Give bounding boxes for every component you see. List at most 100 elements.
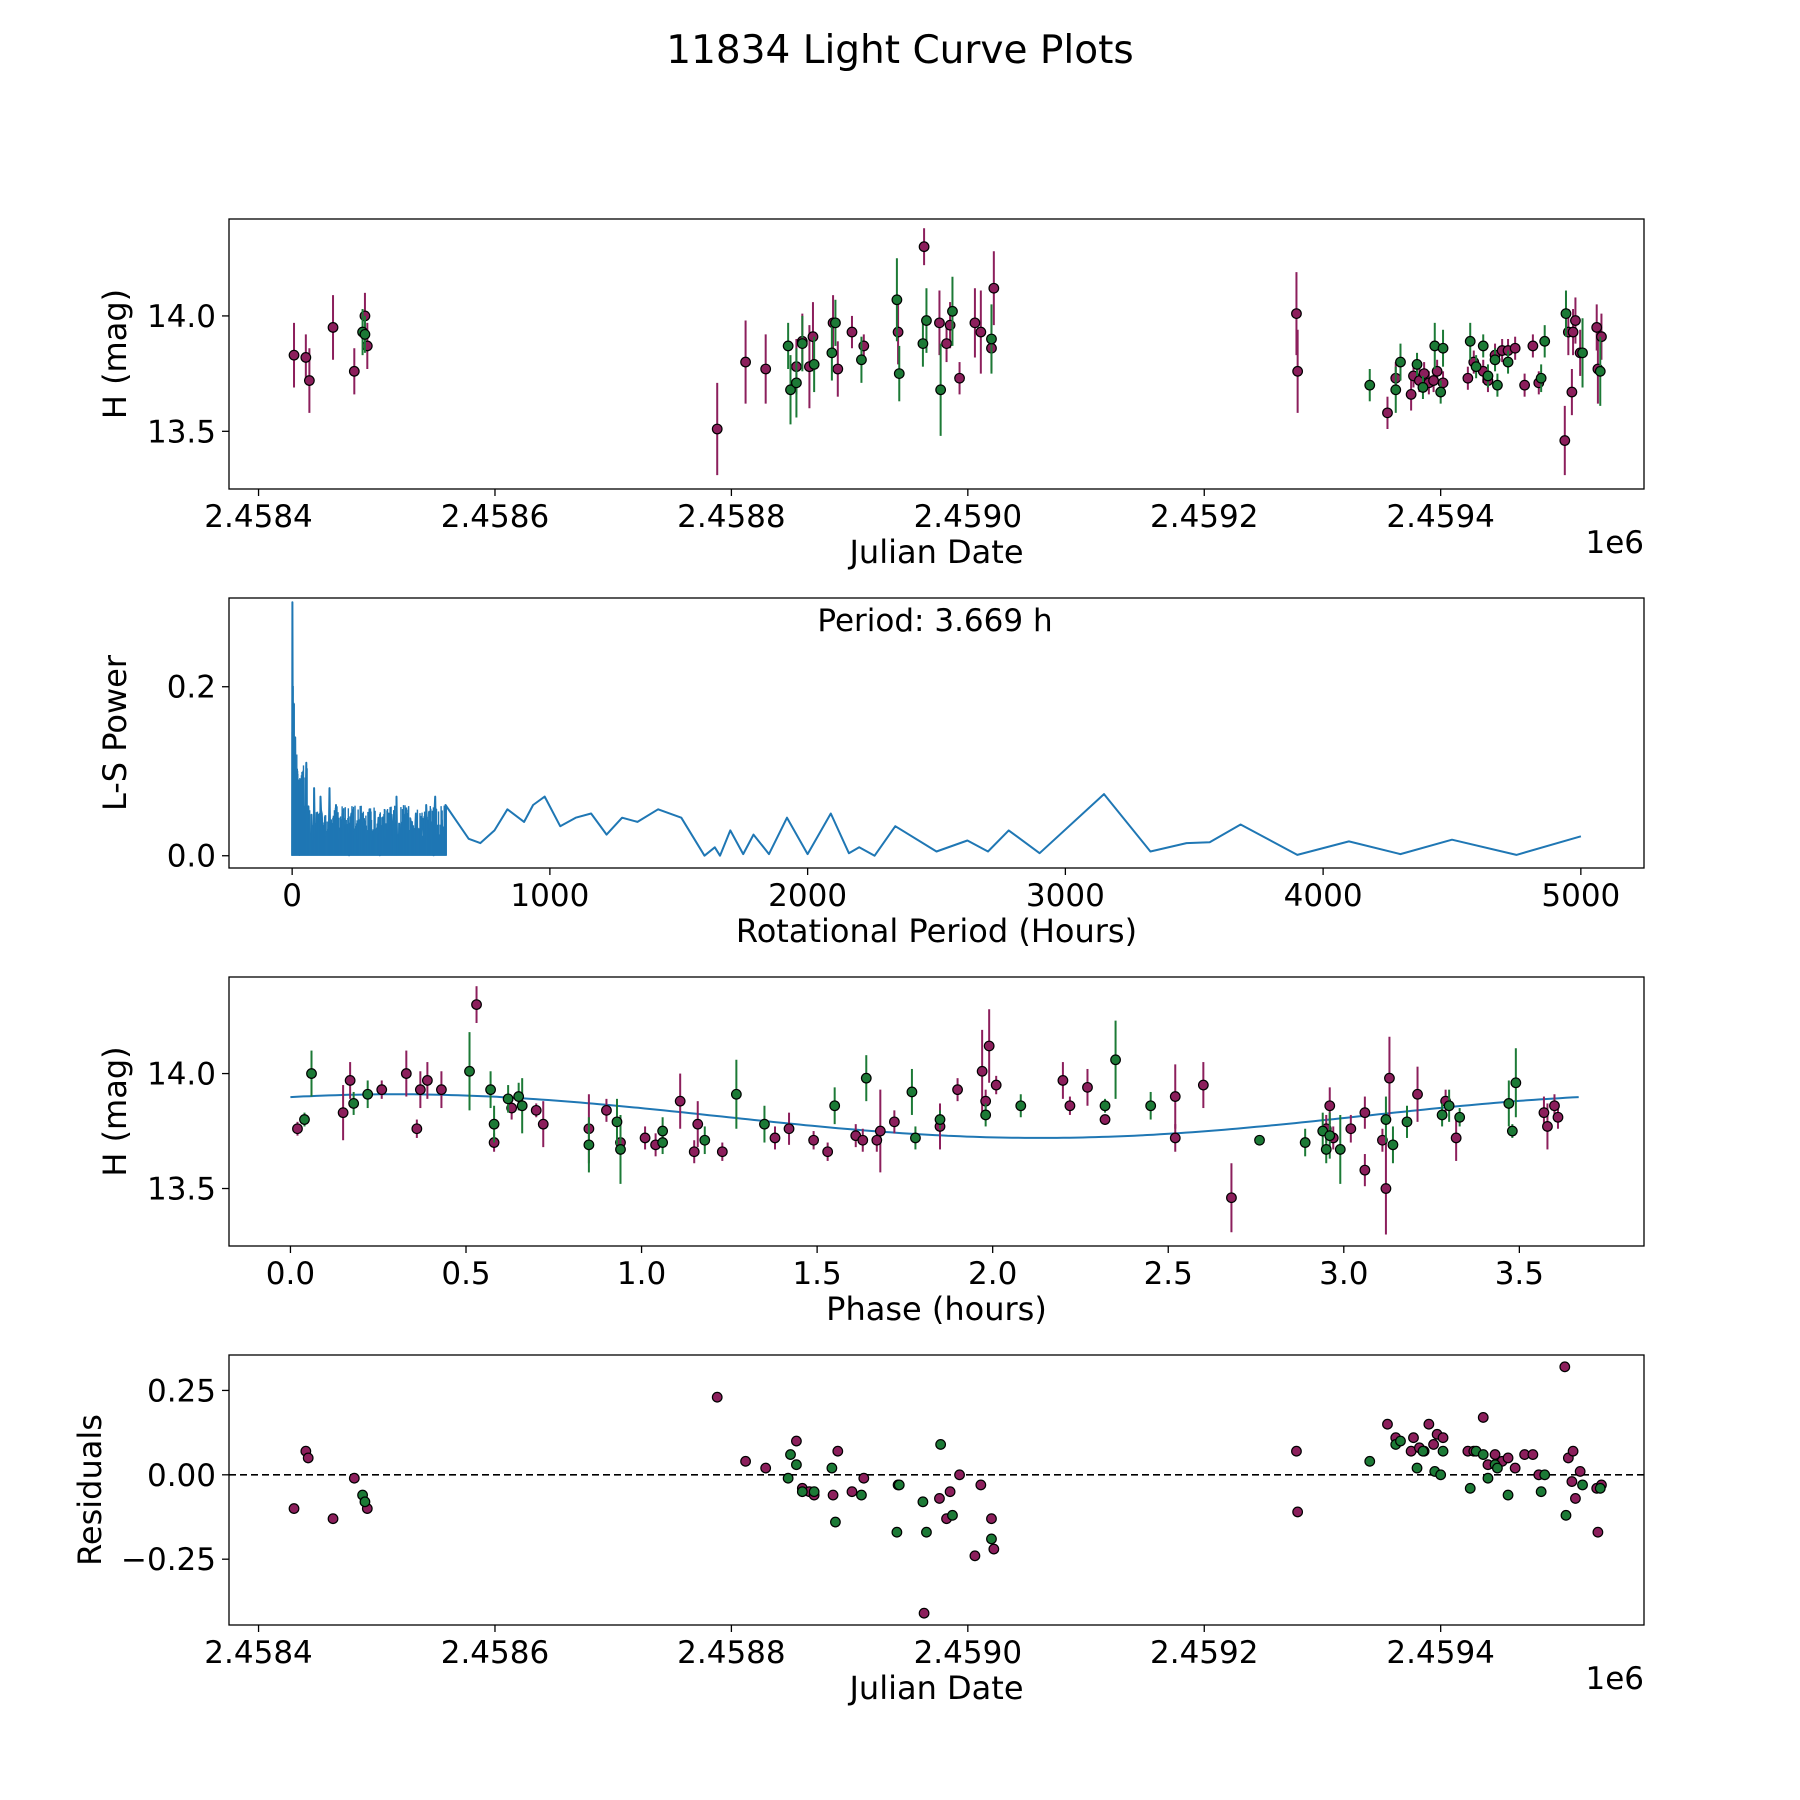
- data-point: [288, 1503, 300, 1514]
- data-point: [935, 384, 947, 396]
- data-point: [1560, 1509, 1572, 1521]
- data-point: [1395, 356, 1406, 368]
- data-point: [941, 338, 952, 350]
- data-point: [1594, 1482, 1606, 1494]
- data-point: [1364, 379, 1376, 391]
- data-point: [740, 1455, 751, 1467]
- data-point: [344, 1075, 356, 1086]
- data-point: [976, 1065, 988, 1077]
- data-point: [411, 1123, 423, 1135]
- data-point: [1594, 365, 1606, 377]
- data-point: [362, 1088, 374, 1100]
- data-point: [1418, 368, 1430, 380]
- data-point: [359, 328, 371, 340]
- data-point: [990, 1079, 1002, 1091]
- data-point: [306, 1068, 317, 1079]
- data-point: [888, 1116, 900, 1128]
- data-point: [1566, 1476, 1578, 1487]
- x-tick-label: 3.5: [1495, 1256, 1544, 1292]
- data-point: [359, 1496, 371, 1508]
- x-tick-label: 4000: [1284, 878, 1363, 914]
- data-point: [796, 338, 808, 350]
- x-tick-label: 2.0: [968, 1256, 1017, 1292]
- data-point: [1428, 375, 1439, 386]
- data-point: [1387, 1139, 1399, 1151]
- data-point: [1503, 1098, 1515, 1109]
- data-point: [1502, 1489, 1514, 1501]
- data-point: [934, 1114, 946, 1125]
- data-point: [692, 1118, 704, 1130]
- data-point: [1417, 1445, 1429, 1457]
- x-tick-label: 1000: [510, 878, 589, 914]
- data-point: [917, 1496, 929, 1508]
- data-point: [782, 340, 794, 352]
- data-point: [288, 349, 300, 361]
- data-point: [1110, 1054, 1121, 1066]
- data-point: [947, 305, 958, 317]
- data-point: [1384, 1072, 1395, 1084]
- data-point: [1567, 1445, 1579, 1457]
- data-point: [934, 317, 945, 329]
- data-point: [1552, 1111, 1564, 1123]
- data-point: [1489, 354, 1501, 366]
- data-point: [516, 1100, 528, 1112]
- data-point: [506, 1102, 518, 1114]
- data-point: [791, 1435, 802, 1447]
- data-point: [657, 1125, 669, 1137]
- data-point: [327, 322, 339, 333]
- data-point: [1417, 382, 1429, 393]
- data-point: [1519, 379, 1531, 391]
- data-point: [1570, 315, 1581, 326]
- data-point: [857, 1134, 869, 1146]
- data-point: [1443, 1100, 1455, 1112]
- data-point: [827, 1489, 839, 1501]
- data-point: [1364, 1455, 1376, 1467]
- data-point: [1462, 372, 1474, 384]
- data-point: [988, 1543, 1000, 1555]
- data-point: [1145, 1100, 1157, 1112]
- periodogram-plot-area: [291, 601, 1582, 857]
- y-tick-label: 13.5: [147, 1172, 216, 1208]
- data-point: [969, 317, 981, 329]
- data-point: [302, 1452, 314, 1464]
- data-point: [1577, 347, 1588, 359]
- figure-title: 11834 Light Curve Plots: [666, 28, 1134, 73]
- data-point: [988, 282, 1000, 294]
- data-point: [464, 1065, 475, 1077]
- data-point: [1477, 340, 1489, 352]
- data-point: [983, 1040, 995, 1052]
- y-tick-label: 0.00: [147, 1458, 216, 1494]
- data-point: [807, 331, 819, 343]
- x-tick-label: 5000: [1541, 878, 1620, 914]
- data-point: [740, 356, 751, 368]
- data-point: [969, 1550, 981, 1562]
- lightcurve-panel: 2.4584 2.4586 2.4588 2.4590 2.4592 2.4594 13.5…: [96, 218, 1645, 571]
- x-axis-label: Julian Date: [847, 533, 1023, 571]
- data-point: [1535, 1486, 1547, 1498]
- data-point: [1437, 1445, 1449, 1457]
- phased-panel: 0.0 0.5 1.0 1.5 2.0 2.5 3.0 3.5 13.5 14.0 Phase (h…: [96, 976, 1645, 1328]
- x-tick-label: 2.4592: [1150, 1635, 1258, 1671]
- data-point: [615, 1144, 626, 1155]
- data-point: [348, 1098, 360, 1109]
- data-point: [1064, 1100, 1076, 1112]
- data-point: [1470, 361, 1482, 373]
- data-point: [1559, 1361, 1571, 1373]
- data-point: [860, 1072, 872, 1084]
- y-tick-label: 14.0: [147, 1057, 216, 1093]
- data-point: [1099, 1114, 1111, 1125]
- data-point: [488, 1118, 500, 1130]
- data-point: [1423, 1418, 1435, 1430]
- data-point: [1169, 1091, 1181, 1102]
- x-tick-label: 2.4588: [677, 499, 785, 535]
- y-tick-label: 14.0: [147, 299, 216, 335]
- data-point: [906, 1086, 918, 1098]
- data-point: [716, 1146, 728, 1158]
- x-tick-label: 2.4586: [441, 499, 549, 535]
- phased-plot-area: [290, 986, 1579, 1235]
- data-point: [1535, 372, 1547, 384]
- residuals-panel: 2.4584 2.4586 2.4588 2.4590 2.4592 2.4594 −0.2…: [71, 1354, 1645, 1707]
- period-annotation: Period: 3.669 h: [817, 603, 1052, 639]
- data-point: [1509, 342, 1521, 354]
- data-point: [947, 1509, 958, 1521]
